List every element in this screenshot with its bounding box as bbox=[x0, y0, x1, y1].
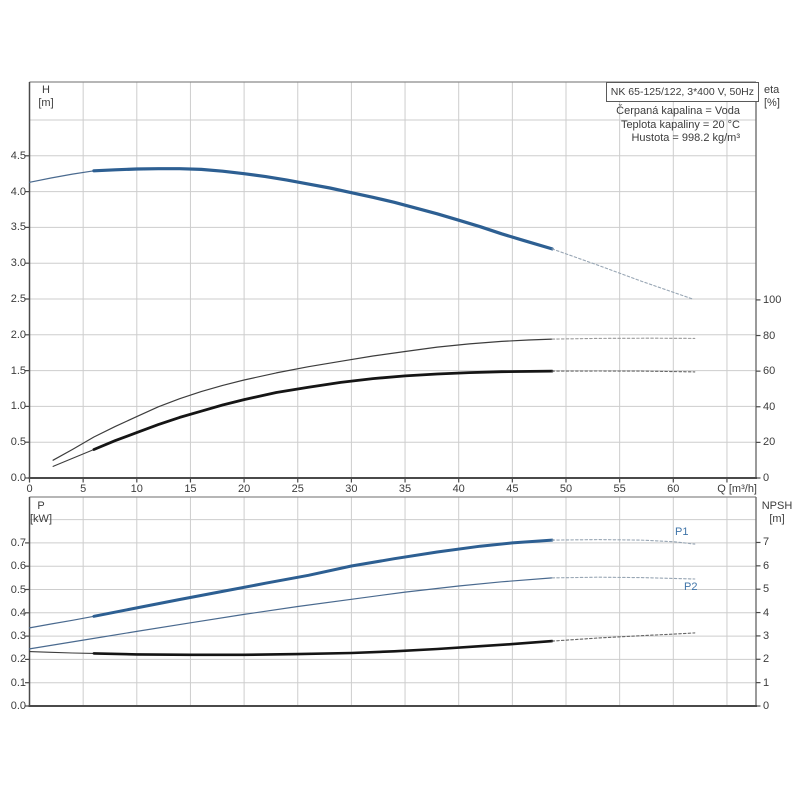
npsh-axis-label-symbol: NPSH bbox=[761, 500, 793, 512]
power-yleft-tick-label: 0.0 bbox=[10, 700, 26, 712]
h-axis-label: H [m] bbox=[28, 84, 64, 110]
qh-x-tick-label: 35 bbox=[398, 483, 412, 495]
npsh-axis-label-unit: [m] bbox=[769, 513, 785, 525]
qh-yleft-tick-label: 2.5 bbox=[10, 293, 26, 305]
qh-x-tick-label: 15 bbox=[184, 483, 197, 495]
power-yright-tick-label: 0 bbox=[763, 700, 770, 712]
power-yright-tick-label: 2 bbox=[763, 653, 770, 666]
h-axis-label-symbol: H bbox=[42, 84, 50, 96]
liquid-info-line: Hustota = 998.2 kg/m³ bbox=[631, 132, 740, 144]
power-yright-tick-label: 7 bbox=[763, 536, 770, 549]
qh-yleft-tick-label: 4.5 bbox=[10, 149, 26, 162]
qh-x-tick-label: 10 bbox=[130, 483, 143, 495]
p1-curve-label: P1 bbox=[675, 526, 689, 538]
power-yright-tick-label: 1 bbox=[763, 676, 770, 689]
qh-yleft-tick-label: 4.0 bbox=[10, 185, 26, 198]
p2-curve-label: P2 bbox=[684, 581, 698, 593]
power-yleft-tick-label: 0.5 bbox=[10, 583, 26, 596]
qh-yright-tick-label: 20 bbox=[763, 436, 776, 449]
qh-yright-tick-label: 0 bbox=[763, 472, 770, 484]
qh-yleft-tick-label: 0.0 bbox=[10, 472, 26, 484]
p-axis-label-unit: [kW] bbox=[30, 513, 52, 525]
qh-yright-tick-label: 60 bbox=[763, 365, 776, 378]
qh-x-tick-label: 60 bbox=[667, 483, 680, 495]
pump-model-box: NK 65-125/122, 3*400 V, 50Hz bbox=[605, 82, 759, 102]
p-axis-label: P [kW] bbox=[22, 500, 60, 526]
power-yright-tick-label: 5 bbox=[763, 583, 770, 596]
qh-yleft-tick-label: 2.0 bbox=[10, 328, 26, 341]
qh-x-tick-label: 50 bbox=[559, 483, 573, 495]
qh-yleft-tick-label: 3.5 bbox=[10, 221, 26, 234]
eta-axis-label-symbol: eta bbox=[764, 84, 780, 96]
power-yright-tick-label: 3 bbox=[763, 629, 770, 642]
qh-x-tick-label: 5 bbox=[80, 483, 87, 495]
qh-x-tick-label: 45 bbox=[506, 483, 519, 495]
npsh-axis-label: NPSH [m] bbox=[756, 500, 798, 526]
power-yleft-tick-label: 0.4 bbox=[10, 606, 26, 619]
power-yleft-tick-label: 0.3 bbox=[10, 630, 26, 643]
liquid-info-line: Teplota kapaliny = 20 °C bbox=[620, 118, 740, 131]
qh-yright-tick-label: 80 bbox=[763, 329, 776, 342]
p-axis-label-symbol: P bbox=[37, 500, 45, 512]
qh-yleft-tick-label: 3.0 bbox=[10, 257, 26, 270]
power-yleft-tick-label: 0.7 bbox=[10, 536, 26, 549]
liquid-info-line: Čerpaná kapalina = Voda bbox=[616, 105, 740, 117]
liquid-info: Čerpaná kapalina = Voda Teplota kapaliny… bbox=[616, 105, 740, 146]
eta-axis-label: eta [%] bbox=[764, 84, 780, 110]
power-yright-tick-label: 4 bbox=[763, 606, 770, 619]
power-yleft-tick-label: 0.1 bbox=[10, 676, 26, 689]
power-yright-tick-label: 6 bbox=[763, 559, 770, 572]
power-yleft-tick-label: 0.6 bbox=[10, 560, 26, 573]
qh-yleft-tick-label: 1.0 bbox=[10, 400, 26, 413]
qh-x-tick-label: 25 bbox=[291, 483, 304, 495]
qh-yright-tick-label: 40 bbox=[763, 400, 776, 413]
power-yleft-tick-label: 0.2 bbox=[10, 653, 26, 666]
qh-yleft-tick-label: 1.5 bbox=[10, 364, 26, 377]
qh-x-tick-label: 0 bbox=[26, 483, 33, 495]
h-axis-label-unit: [m] bbox=[38, 97, 54, 109]
qh-x-tick-label: 55 bbox=[613, 483, 626, 495]
qh-x-tick-label: 20 bbox=[237, 483, 251, 495]
qh-x-tick-label: 30 bbox=[345, 483, 358, 495]
qh-x-tick-label: 40 bbox=[452, 483, 465, 495]
qh-yleft-tick-label: 0.5 bbox=[10, 436, 26, 449]
q-axis-label: Q [m³/h] bbox=[717, 483, 757, 495]
eta-axis-label-unit: [%] bbox=[764, 97, 780, 109]
qh-yright-tick-label: 100 bbox=[763, 293, 782, 306]
